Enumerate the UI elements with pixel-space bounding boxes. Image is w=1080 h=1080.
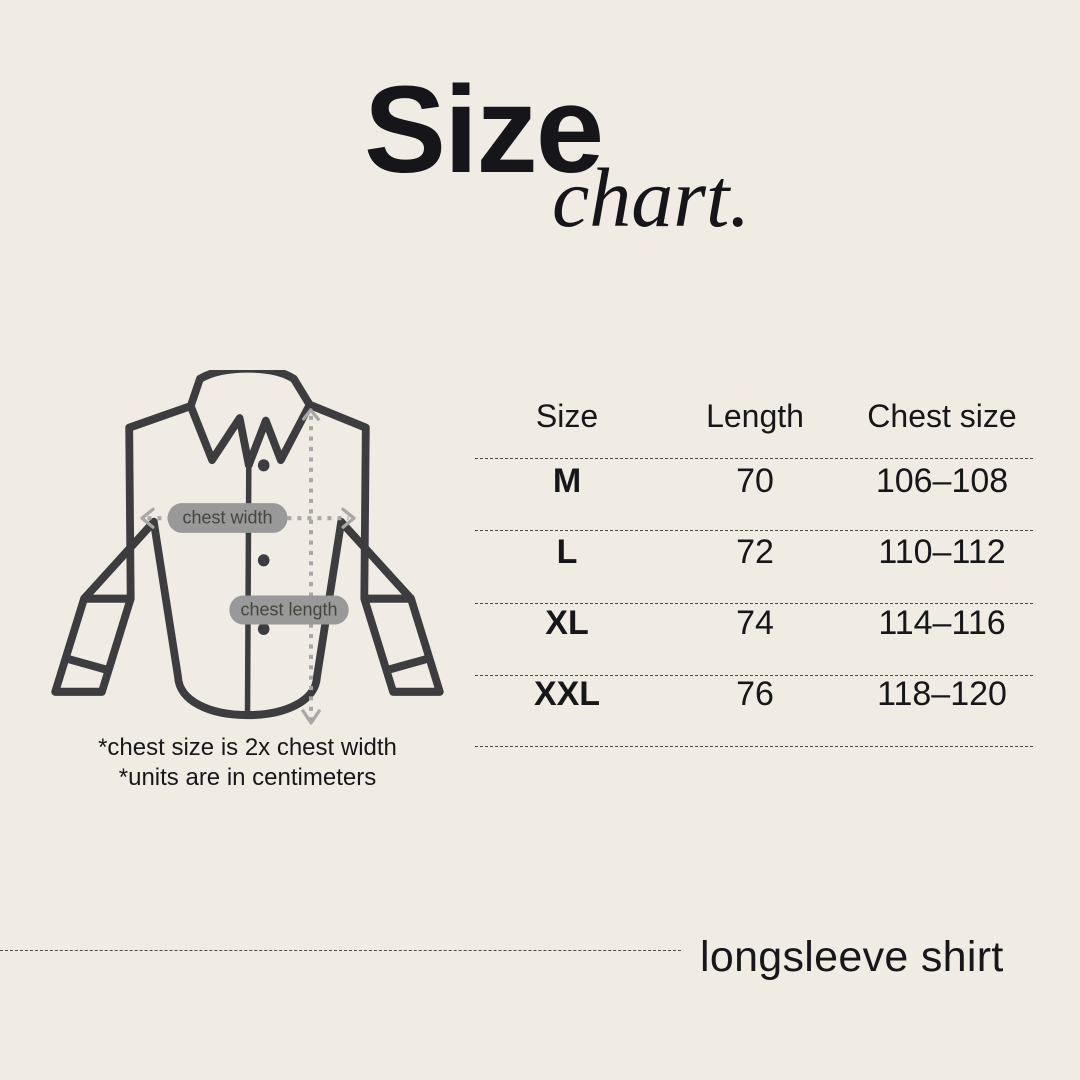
svg-text:chest length: chest length bbox=[241, 598, 338, 619]
svg-text:chest width: chest width bbox=[183, 506, 273, 527]
